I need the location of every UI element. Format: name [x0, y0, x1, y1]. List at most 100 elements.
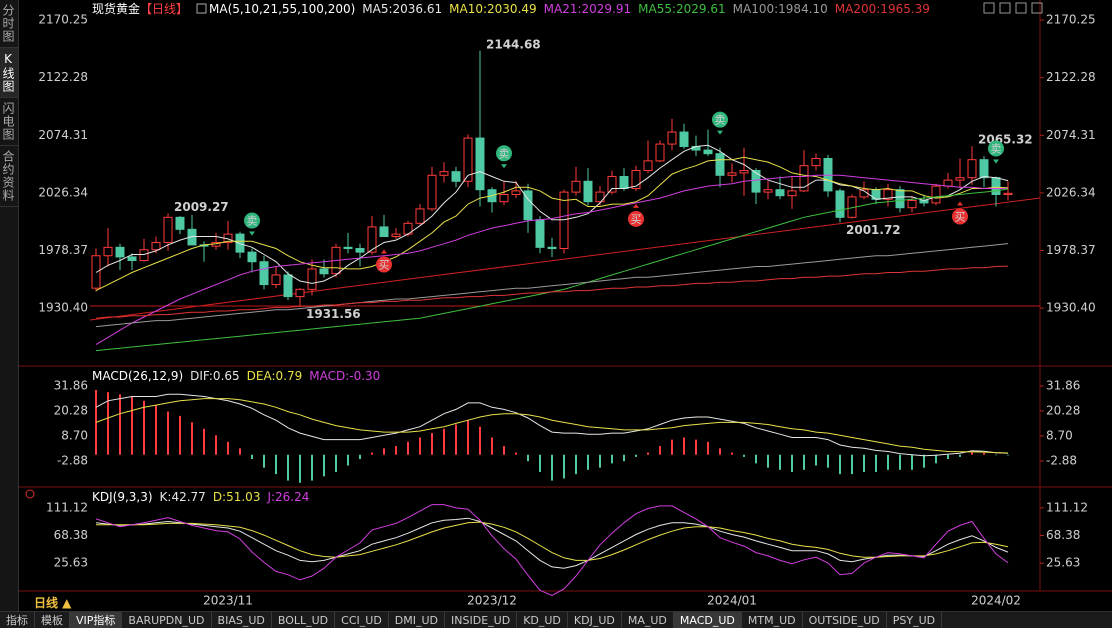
- macd-bar: [227, 441, 229, 455]
- price-annotation: 2144.68: [486, 37, 541, 51]
- candle-body: [967, 159, 977, 179]
- window-icon[interactable]: [983, 2, 995, 14]
- candle-body: [907, 200, 917, 209]
- sidebar: 分时图 K线图 闪电图 合约资料: [0, 0, 19, 611]
- kdj-header: KDJ(9,3,3) K:42.77 D:51.03 J:26.24: [92, 489, 309, 505]
- macd-bar: [443, 428, 445, 455]
- macd-bar: [347, 454, 349, 466]
- y-tick-label-right: 8.70: [1046, 428, 1073, 442]
- macd-bar: [995, 454, 997, 456]
- candle-body: [835, 190, 845, 218]
- toolbar-tab[interactable]: 指标: [0, 612, 35, 628]
- macd-bar: [1007, 454, 1009, 456]
- candle-body: [139, 249, 149, 262]
- toolbar-tab[interactable]: KDJ_UD: [568, 612, 622, 628]
- candle-body: [451, 171, 461, 182]
- legend-entry: MACD:-0.30: [309, 369, 381, 383]
- macd-bar: [395, 446, 397, 455]
- macd-bar: [215, 435, 217, 455]
- x-tick-label: 2023/12: [467, 594, 517, 608]
- indicator-line: [95, 156, 1009, 292]
- macd-bar: [707, 441, 709, 455]
- legend-entry: MA55:2029.61: [638, 2, 726, 16]
- toolbar-tab[interactable]: MACD_UD: [673, 612, 742, 628]
- macd-bar: [839, 454, 841, 475]
- macd-bar: [983, 452, 985, 455]
- y-tick-label-right: 20.28: [1046, 403, 1080, 417]
- toolbar-tab[interactable]: CCI_UD: [335, 612, 389, 628]
- macd-bar: [203, 428, 205, 455]
- macd-bar: [623, 454, 625, 462]
- candle-body: [283, 274, 293, 298]
- candle-body: [751, 169, 761, 193]
- candle-body: [571, 180, 581, 193]
- macd-bar: [467, 420, 469, 455]
- window-icon[interactable]: [999, 2, 1011, 14]
- price-annotation: 2065.32: [978, 133, 1033, 147]
- indicator-name: MA(5,10,21,55,100,200): [209, 2, 356, 16]
- candle-body: [259, 261, 269, 286]
- macd-bar: [119, 394, 121, 455]
- indicator-icon[interactable]: [196, 3, 207, 14]
- macd-bar: [863, 454, 865, 472]
- macd-bar: [599, 454, 601, 468]
- panel-title: MACD(26,12,9): [92, 369, 184, 383]
- sidebar-tab[interactable]: 闪电图: [0, 98, 18, 146]
- toolbar-tab[interactable]: DMI_UD: [389, 612, 446, 628]
- sell-signal-label: 卖: [991, 142, 1002, 155]
- y-tick-label: 2026.34: [38, 185, 88, 199]
- indicator-line: [95, 174, 1009, 346]
- toolbar-tab[interactable]: BIAS_UD: [212, 612, 272, 628]
- macd-bar: [719, 448, 721, 455]
- candle-body: [955, 177, 965, 181]
- indicator-line: [95, 398, 1009, 454]
- toolbar-tab[interactable]: VIP指标: [70, 612, 123, 628]
- candle-body: [775, 189, 785, 197]
- sidebar-tab[interactable]: 分时图: [0, 0, 18, 48]
- macd-bar: [299, 454, 301, 483]
- window-icon[interactable]: [1015, 2, 1027, 14]
- candle-body: [895, 189, 905, 209]
- macd-bar: [371, 452, 373, 455]
- macd-bar: [635, 454, 637, 457]
- macd-bar: [311, 454, 313, 481]
- settings-icon[interactable]: [25, 489, 35, 499]
- candle-body: [679, 131, 689, 147]
- candle-body: [763, 189, 773, 193]
- trend-line: [89, 197, 1041, 321]
- toolbar-tab[interactable]: 模板: [35, 612, 70, 628]
- macd-bar: [743, 454, 745, 457]
- buy-arrow: [381, 249, 387, 254]
- toolbar-tab[interactable]: PSY_UD: [887, 612, 943, 628]
- macd-bar: [887, 454, 889, 470]
- legend-entry: MA21:2029.91: [543, 2, 632, 16]
- y-tick-label: 2074.31: [38, 128, 88, 142]
- candle-body: [511, 190, 521, 196]
- toolbar-tab[interactable]: MTM_UD: [742, 612, 803, 628]
- candle-body: [379, 226, 389, 238]
- macd-bar: [491, 437, 493, 455]
- y-tick-label: 25.63: [54, 556, 88, 570]
- close-icon[interactable]: [1031, 2, 1043, 14]
- y-tick-label: 1930.40: [38, 301, 88, 315]
- legend-entry: DIF:0.65: [190, 369, 240, 383]
- toolbar-tab[interactable]: MA_UD: [622, 612, 674, 628]
- indicator-line: [95, 517, 1009, 569]
- candle-body: [499, 194, 509, 203]
- macd-bar: [179, 415, 181, 455]
- toolbar-tab[interactable]: INSIDE_UD: [445, 612, 518, 628]
- candle-body: [271, 274, 281, 286]
- sidebar-tab[interactable]: 合约资料: [0, 146, 18, 207]
- toolbar-tab[interactable]: OUTSIDE_UD: [803, 612, 887, 628]
- macd-bar: [755, 454, 757, 464]
- period-selector[interactable]: 日线 ▲: [34, 596, 72, 610]
- toolbar-tab[interactable]: KD_UD: [517, 612, 568, 628]
- x-tick-label: 2024/02: [971, 594, 1021, 608]
- sell-signal: [988, 140, 1004, 157]
- main-header: 现货黄金 【日线】 MA(5,10,21,55,100,200) MA5:2036.6…: [92, 1, 930, 17]
- toolbar-tab[interactable]: BOLL_UD: [272, 612, 336, 628]
- toolbar-tab[interactable]: BARUPDN_UD: [122, 612, 212, 628]
- sidebar-tab[interactable]: K线图: [0, 48, 18, 98]
- macd-bar: [563, 454, 565, 479]
